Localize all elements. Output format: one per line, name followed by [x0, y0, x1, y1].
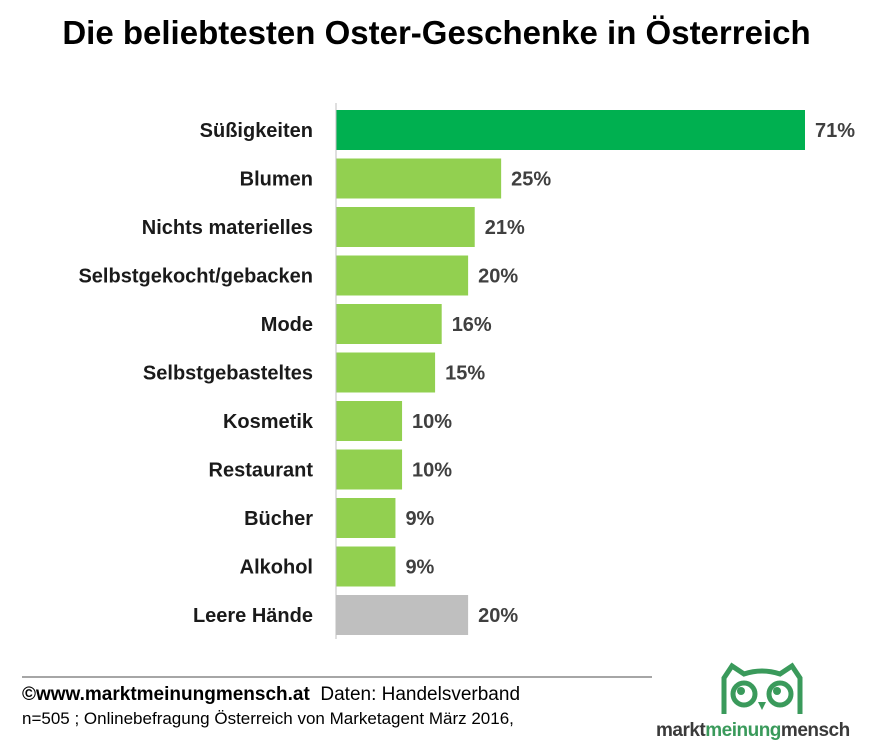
bar	[336, 255, 469, 296]
value-label: 20%	[478, 266, 518, 288]
category-label: Mode	[261, 314, 313, 336]
bar	[336, 449, 403, 490]
value-label: 71%	[815, 120, 855, 142]
bar	[336, 401, 403, 441]
value-label: 15%	[445, 363, 485, 385]
category-label: Selbstgebasteltes	[143, 363, 313, 385]
logo: marktmeinungmensch	[652, 662, 872, 747]
category-label: Nichts materielles	[142, 217, 313, 239]
category-label: Bücher	[244, 508, 313, 530]
category-label: Blumen	[240, 169, 313, 191]
category-label: Restaurant	[209, 460, 314, 482]
bar	[336, 498, 396, 538]
bar-chart: Süßigkeiten 71% Blumen 25% Nichts materielle…	[78, 103, 855, 639]
value-label: 16%	[452, 314, 492, 336]
category-label: Selbstgekocht/gebacken	[78, 266, 313, 288]
source-data: Daten: Handelsverband	[320, 684, 521, 705]
value-label: 25%	[511, 169, 551, 191]
category-label: Kosmetik	[223, 411, 314, 433]
footer-divider	[22, 676, 652, 678]
bar	[336, 546, 396, 587]
value-label: 9%	[405, 557, 434, 579]
logo-text: marktmeinungmensch	[656, 720, 850, 741]
bar	[336, 595, 469, 635]
value-label: 21%	[485, 217, 525, 239]
value-label: 20%	[478, 605, 518, 627]
footer-source: ©www.marktmeinungmensch.at Daten: Handel…	[22, 684, 520, 706]
bar	[336, 304, 442, 344]
chart-title: Die beliebtesten Oster-Geschenke in Öste…	[62, 14, 811, 51]
category-label: Leere Hände	[193, 605, 313, 627]
source-link[interactable]: ©www.marktmeinungmensch.at	[22, 684, 310, 705]
bar	[336, 352, 436, 393]
category-label: Alkohol	[240, 557, 313, 579]
bar	[336, 110, 805, 150]
bar	[336, 158, 502, 199]
owl-icon	[721, 662, 803, 714]
category-label: Süßigkeiten	[200, 120, 313, 142]
bar	[336, 207, 475, 247]
value-label: 10%	[412, 460, 452, 482]
footer-note: n=505 ; Onlinebefragung Österreich von M…	[22, 709, 514, 728]
value-label: 9%	[405, 508, 434, 530]
value-label: 10%	[412, 411, 452, 433]
